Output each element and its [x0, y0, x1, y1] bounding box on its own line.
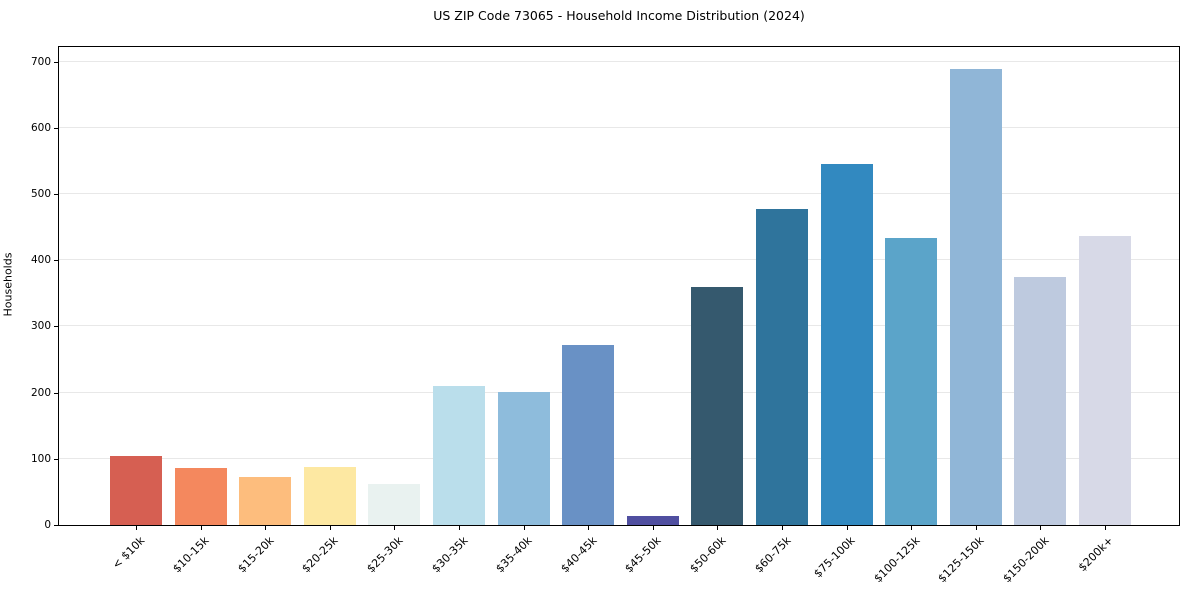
x-tick-label-11: $60-75k	[751, 534, 794, 576]
gridline-y100	[59, 457, 1179, 459]
x-tick-label-2: $10-15k	[170, 534, 212, 576]
x-tick-mark	[588, 526, 590, 530]
x-tick-mark	[975, 526, 977, 530]
gridline-y600	[59, 126, 1179, 128]
x-tick-mark	[911, 526, 913, 530]
x-tick-label-5: $25-30k	[364, 534, 406, 576]
x-tick-label-15: $150-200k	[1000, 534, 1052, 586]
bar-9	[626, 516, 679, 525]
x-tick-mark	[1105, 526, 1106, 530]
y-tick-label-200: 200	[30, 386, 51, 399]
y-tick-mark	[54, 260, 58, 262]
x-tick-mark	[782, 526, 783, 530]
x-tick-mark	[523, 526, 525, 530]
x-tick-label-8: $40-45k	[558, 534, 600, 576]
gridline-y200	[59, 391, 1179, 393]
x-tick-label-6: $30-35k	[428, 534, 471, 576]
gridline-y400	[59, 259, 1179, 261]
bar-3	[239, 477, 292, 525]
bar-6	[433, 385, 485, 525]
y-tick-mark	[54, 525, 58, 526]
y-tick-mark	[54, 326, 58, 328]
y-tick-mark	[54, 458, 58, 460]
x-tick-label-9: $45-50k	[622, 534, 664, 576]
chart-title: US ZIP Code 73065 - Household Income Dis…	[433, 8, 805, 23]
y-tick-label-700: 700	[30, 55, 51, 68]
x-tick-label-4: $20-25k	[299, 534, 341, 576]
bar-10	[691, 286, 744, 525]
bar-15	[1014, 277, 1067, 525]
x-tick-label-13: $100-125k	[871, 534, 923, 586]
gridline-y700	[59, 60, 1179, 62]
x-tick-mark	[459, 526, 460, 530]
x-tick-mark	[200, 526, 202, 530]
x-tick-mark	[717, 526, 719, 530]
bar-13	[885, 237, 938, 525]
x-tick-label-10: $50-60k	[687, 534, 729, 576]
bar-11	[756, 209, 808, 525]
x-tick-mark	[136, 526, 137, 530]
x-tick-label-12: $75-100k	[811, 534, 858, 581]
y-tick-label-100: 100	[30, 452, 51, 465]
bar-4	[303, 466, 356, 525]
bar-16	[1079, 236, 1131, 525]
gridline-y300	[59, 325, 1179, 327]
y-tick-mark	[54, 127, 58, 129]
bar-7	[497, 391, 550, 525]
x-tick-label-3: $15-20k	[235, 534, 277, 576]
x-tick-mark	[652, 526, 654, 530]
bar-14	[949, 68, 1002, 525]
x-tick-mark	[394, 526, 396, 530]
x-tick-label-7: $35-40k	[493, 534, 535, 576]
x-tick-mark	[1040, 526, 1042, 530]
y-tick-mark	[54, 61, 58, 63]
y-tick-label-600: 600	[30, 121, 51, 134]
gridline-y500	[59, 192, 1179, 194]
bar-12	[820, 163, 873, 525]
x-tick-mark	[846, 526, 848, 530]
y-tick-mark	[54, 193, 58, 195]
bar-5	[368, 483, 421, 525]
x-tick-label-1: < $10k	[109, 534, 148, 572]
y-tick-label-500: 500	[30, 187, 51, 200]
x-tick-mark	[265, 526, 267, 530]
y-tick-label-300: 300	[30, 320, 51, 333]
bar-1	[110, 455, 162, 525]
y-tick-label-400: 400	[30, 254, 51, 267]
y-tick-label-0: 0	[44, 519, 51, 531]
x-tick-mark	[329, 526, 331, 530]
bar-2	[174, 468, 227, 525]
y-tick-mark	[54, 392, 58, 394]
bar-8	[562, 344, 615, 525]
x-tick-label-14: $125-150k	[935, 534, 987, 586]
plot-area	[58, 46, 1180, 526]
x-tick-label-16: $200k+	[1076, 534, 1117, 575]
